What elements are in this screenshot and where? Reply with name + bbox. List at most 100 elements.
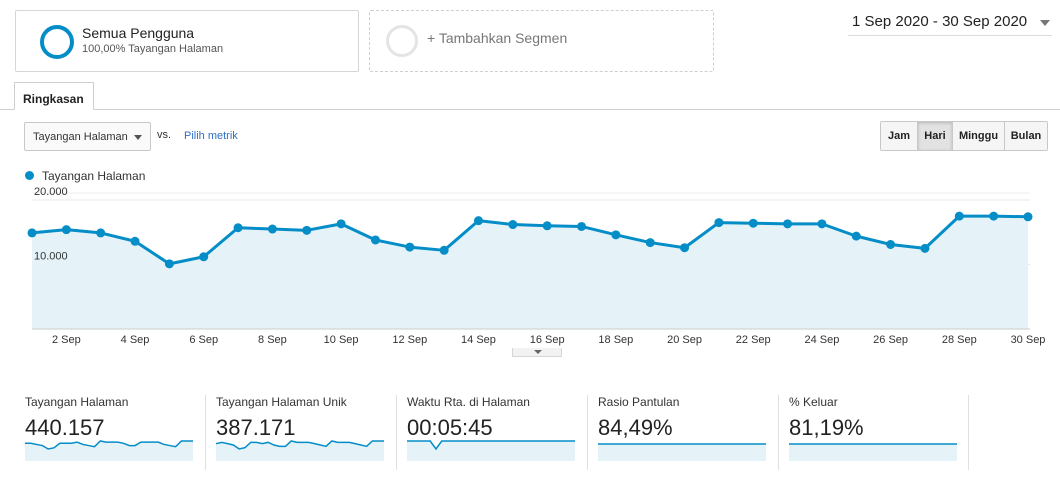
scorecard-value: 84,49% bbox=[598, 415, 673, 440]
x-tick-label: 12 Sep bbox=[392, 334, 427, 346]
data-point bbox=[233, 223, 243, 233]
period-button-minggu[interactable]: Minggu bbox=[953, 122, 1005, 150]
dropdown-caret-icon bbox=[134, 135, 142, 140]
data-point bbox=[27, 228, 37, 238]
legend-series-dot bbox=[25, 171, 34, 180]
metric-select[interactable]: Tayangan Halaman bbox=[24, 122, 151, 151]
x-tick-label: 6 Sep bbox=[189, 334, 218, 346]
y-tick-label: 10.000 bbox=[34, 251, 68, 263]
x-tick-label: 2 Sep bbox=[52, 334, 81, 346]
sparkline-area bbox=[598, 444, 766, 461]
x-tick-label: 22 Sep bbox=[736, 334, 771, 346]
data-point bbox=[199, 252, 209, 262]
scorecard-label: Tayangan Halaman bbox=[25, 395, 129, 409]
period-button-jam[interactable]: Jam bbox=[881, 122, 918, 150]
x-tick-label: 8 Sep bbox=[258, 334, 287, 346]
x-tick-label: 26 Sep bbox=[873, 334, 908, 346]
sparkline-area bbox=[407, 441, 575, 461]
pageviews-line-chart: 20.000 10.000 2 Sep 4 Sep 6 Sep 8 Sep 10 Sep 12… bbox=[27, 186, 1045, 346]
date-range-picker[interactable]: 1 Sep 2020 - 30 Sep 2020 bbox=[848, 10, 1052, 36]
sparkline-line bbox=[216, 440, 384, 450]
x-tick-label: 24 Sep bbox=[804, 334, 839, 346]
data-point bbox=[954, 211, 964, 221]
data-point bbox=[405, 242, 415, 252]
data-point bbox=[164, 259, 174, 269]
empty-segment-circle-icon bbox=[386, 25, 418, 57]
scorecard-value: 387.171 bbox=[216, 415, 296, 440]
data-point bbox=[267, 224, 277, 234]
data-point bbox=[302, 225, 312, 235]
date-range-text: 1 Sep 2020 - 30 Sep 2020 bbox=[852, 13, 1028, 30]
vs-label: vs. bbox=[157, 129, 172, 141]
legend-series-label: Tayangan Halaman bbox=[42, 169, 146, 183]
scorecard-label: Rasio Pantulan bbox=[598, 395, 680, 409]
metric-select-value: Tayangan Halaman bbox=[33, 131, 128, 143]
scorecard-sparkline bbox=[407, 440, 575, 461]
data-point bbox=[920, 243, 930, 253]
data-point bbox=[577, 221, 587, 231]
x-tick-label: 16 Sep bbox=[530, 334, 565, 346]
sparkline-area bbox=[25, 441, 193, 461]
data-point bbox=[473, 216, 483, 226]
data-point bbox=[989, 211, 999, 221]
period-button-hari[interactable]: Hari bbox=[918, 122, 953, 150]
pick-metric-link[interactable]: Pilih metrik bbox=[184, 130, 238, 142]
sparkline-area bbox=[216, 441, 384, 461]
chevron-down-icon bbox=[1040, 20, 1050, 26]
scorecard-value: 00:05:45 bbox=[407, 415, 493, 440]
scorecard[interactable]: Waktu Rta. di Halaman 00:05:45 bbox=[407, 395, 589, 467]
y-tick-label: 20.000 bbox=[34, 186, 68, 198]
scorecard-divider bbox=[587, 395, 588, 470]
chart-collapse-button[interactable] bbox=[512, 348, 562, 357]
data-point bbox=[817, 219, 827, 229]
period-toggle-group: Jam Hari Minggu Bulan bbox=[880, 121, 1048, 151]
tab-ringkasan[interactable]: Ringkasan bbox=[14, 82, 94, 110]
scorecard[interactable]: % Keluar 81,19% bbox=[789, 395, 971, 467]
data-point bbox=[611, 230, 621, 240]
scorecard-divider bbox=[778, 395, 779, 470]
scorecard-value: 81,19% bbox=[789, 415, 864, 440]
scorecard-sparkline bbox=[789, 443, 957, 461]
data-point bbox=[130, 236, 140, 246]
x-tick-label: 20 Sep bbox=[667, 334, 702, 346]
data-point bbox=[748, 218, 758, 228]
data-point bbox=[439, 245, 449, 255]
scorecard-divider bbox=[968, 395, 969, 470]
x-tick-label: 14 Sep bbox=[461, 334, 496, 346]
scorecard-divider bbox=[205, 395, 206, 470]
chevron-down-icon bbox=[534, 350, 542, 354]
data-point bbox=[886, 240, 896, 250]
data-point bbox=[336, 219, 346, 229]
data-point bbox=[714, 218, 724, 228]
sparkline-line bbox=[25, 440, 193, 450]
scorecard-sparkline bbox=[598, 443, 766, 461]
tab-divider bbox=[0, 109, 1060, 110]
data-point bbox=[96, 228, 106, 238]
scorecard[interactable]: Rasio Pantulan 84,49% bbox=[598, 395, 780, 467]
period-button-bulan[interactable]: Bulan bbox=[1005, 122, 1047, 150]
data-point bbox=[370, 235, 380, 245]
x-tick-label: 4 Sep bbox=[121, 334, 150, 346]
scorecard-label: Waktu Rta. di Halaman bbox=[407, 395, 530, 409]
scorecard[interactable]: Tayangan Halaman 440.157 bbox=[25, 395, 207, 467]
x-tick-label: 28 Sep bbox=[942, 334, 977, 346]
segment-card-all-users[interactable]: Semua Pengguna 100,00% Tayangan Halaman bbox=[15, 10, 359, 72]
scorecard-value: 440.157 bbox=[25, 415, 105, 440]
scorecard-sparkline bbox=[216, 440, 384, 461]
segment-subtitle: 100,00% Tayangan Halaman bbox=[82, 43, 224, 55]
series-line bbox=[31, 214, 1029, 266]
series-area-fill bbox=[32, 216, 1028, 329]
x-tick-label: 10 Sep bbox=[324, 334, 359, 346]
x-tick-label: 18 Sep bbox=[598, 334, 633, 346]
segment-title: Semua Pengguna bbox=[82, 25, 195, 41]
data-point bbox=[1023, 212, 1033, 222]
scorecard-sparkline bbox=[25, 440, 193, 461]
scorecard-label: % Keluar bbox=[789, 395, 838, 409]
data-point bbox=[783, 219, 793, 229]
scorecard-label: Tayangan Halaman Unik bbox=[216, 395, 347, 409]
add-segment-button[interactable]: + Tambahkan Segmen bbox=[369, 10, 714, 72]
scorecard[interactable]: Tayangan Halaman Unik 387.171 bbox=[216, 395, 398, 467]
data-point bbox=[851, 231, 861, 241]
data-point bbox=[542, 221, 552, 231]
data-point bbox=[61, 225, 71, 235]
